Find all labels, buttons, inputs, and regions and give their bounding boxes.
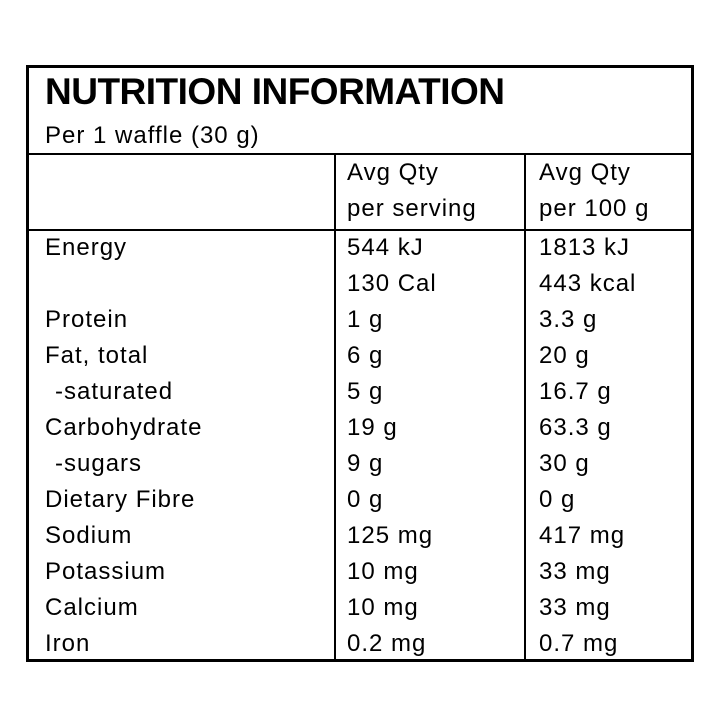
cell: 544 kJ: [347, 234, 424, 261]
cell: 130 Cal: [347, 270, 437, 297]
cell: 5 g: [347, 378, 384, 405]
column-header: per serving: [347, 195, 477, 222]
row-label: -saturated: [55, 378, 174, 405]
cell: 125 mg: [347, 522, 434, 549]
divider: [29, 229, 691, 231]
cell: 10 mg: [347, 594, 419, 621]
row-label: Potassium: [45, 558, 167, 585]
cell: 443 kcal: [539, 270, 637, 297]
row-label: Calcium: [45, 594, 139, 621]
cell: 16.7 g: [539, 378, 612, 405]
subtitle: Per 1 waffle (30 g): [45, 122, 260, 149]
row-label: Carbohydrate: [45, 414, 203, 441]
row-label: -sugars: [55, 450, 143, 477]
column-header: per 100 g: [539, 195, 650, 222]
cell: 0.2 mg: [347, 630, 427, 657]
column-header: Avg Qty: [347, 159, 439, 186]
row-label: Fat, total: [45, 342, 149, 369]
row-label: Dietary Fibre: [45, 486, 196, 513]
cell: 0 g: [347, 486, 384, 513]
nutrition-panel: NUTRITION INFORMATION Per 1 waffle (30 g…: [26, 65, 694, 662]
row-label: Sodium: [45, 522, 133, 549]
title: NUTRITION INFORMATION: [45, 71, 505, 112]
cell: 1813 kJ: [539, 234, 631, 261]
cell: 0.7 mg: [539, 630, 619, 657]
column-header: Avg Qty: [539, 159, 631, 186]
cell: 3.3 g: [539, 306, 598, 333]
row-label: Protein: [45, 306, 129, 333]
cell: 20 g: [539, 342, 590, 369]
cell: 30 g: [539, 450, 590, 477]
column-divider: [524, 153, 526, 659]
cell: 33 mg: [539, 558, 611, 585]
column-divider: [334, 153, 336, 659]
cell: 33 mg: [539, 594, 611, 621]
divider: [29, 153, 691, 155]
row-label: Energy: [45, 234, 128, 261]
cell: 6 g: [347, 342, 384, 369]
cell: 63.3 g: [539, 414, 612, 441]
cell: 1 g: [347, 306, 384, 333]
cell: 417 mg: [539, 522, 626, 549]
cell: 19 g: [347, 414, 398, 441]
cell: 9 g: [347, 450, 384, 477]
cell: 10 mg: [347, 558, 419, 585]
row-label: Iron: [45, 630, 91, 657]
cell: 0 g: [539, 486, 576, 513]
